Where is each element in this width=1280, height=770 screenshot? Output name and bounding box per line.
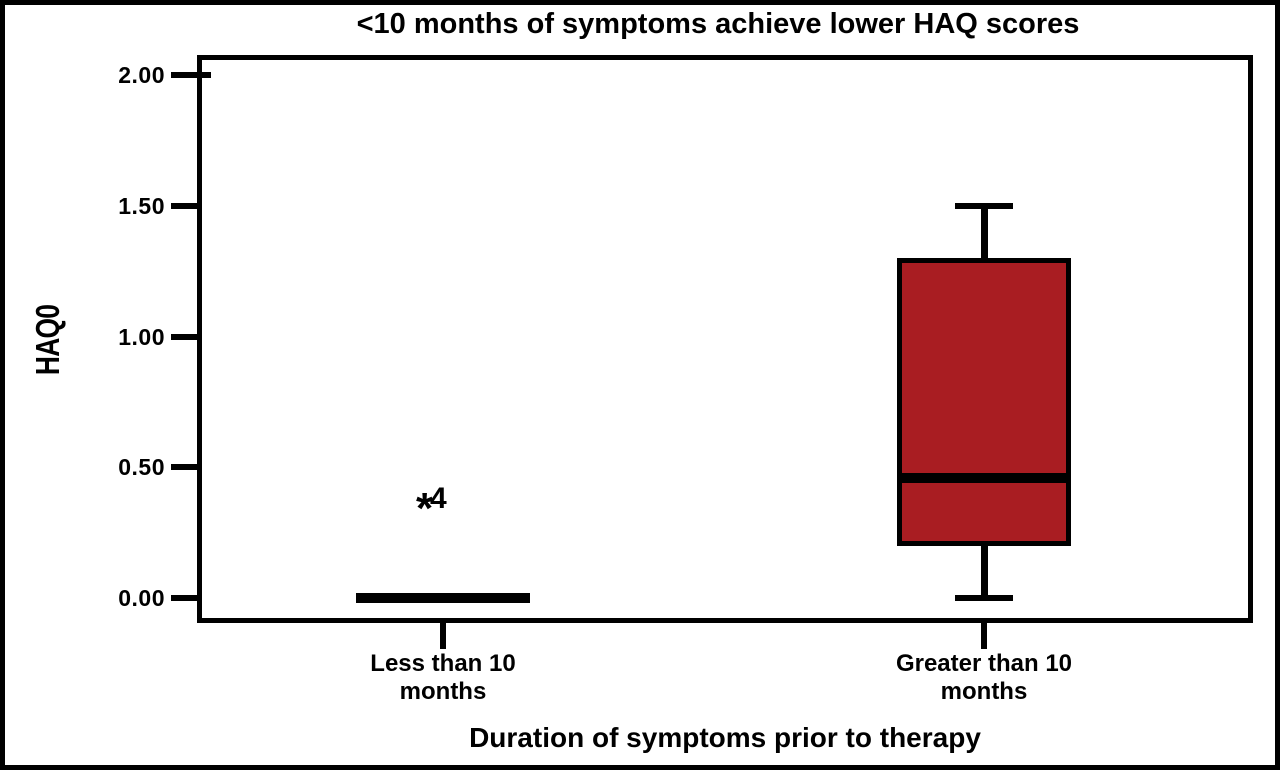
lower-whisker-cap bbox=[955, 595, 1013, 601]
outlier-case-label: 4 bbox=[430, 482, 447, 516]
chart-title: <10 months of symptoms achieve lower HAQ… bbox=[356, 8, 1080, 40]
y-tick-label: 0.00 bbox=[118, 585, 165, 611]
x-tick-mark bbox=[981, 623, 987, 649]
upper-whisker-line bbox=[980, 205, 988, 259]
median-line bbox=[356, 593, 530, 603]
y-tick-mark bbox=[171, 72, 211, 78]
y-tick-mark bbox=[171, 333, 197, 340]
median-line bbox=[897, 472, 1071, 483]
plot-area bbox=[197, 55, 1253, 623]
x-tick-mark bbox=[440, 623, 446, 649]
iqr-box bbox=[897, 258, 1071, 546]
x-category-label: Less than 10 months bbox=[370, 650, 516, 705]
y-tick-mark bbox=[171, 464, 197, 471]
y-tick-mark bbox=[171, 595, 197, 601]
y-tick-label: 2.00 bbox=[118, 62, 165, 88]
y-tick-label: 1.00 bbox=[118, 323, 165, 350]
x-category-label: Greater than 10 months bbox=[895, 650, 1073, 705]
y-tick-mark bbox=[171, 202, 197, 209]
lower-whisker-line bbox=[980, 545, 988, 598]
y-tick-label: 0.50 bbox=[118, 454, 165, 481]
upper-whisker-cap bbox=[955, 202, 1013, 209]
x-axis-title: Duration of symptoms prior to therapy bbox=[469, 722, 981, 753]
outlier-marker: * bbox=[416, 484, 434, 534]
y-tick-label: 1.50 bbox=[118, 192, 165, 219]
